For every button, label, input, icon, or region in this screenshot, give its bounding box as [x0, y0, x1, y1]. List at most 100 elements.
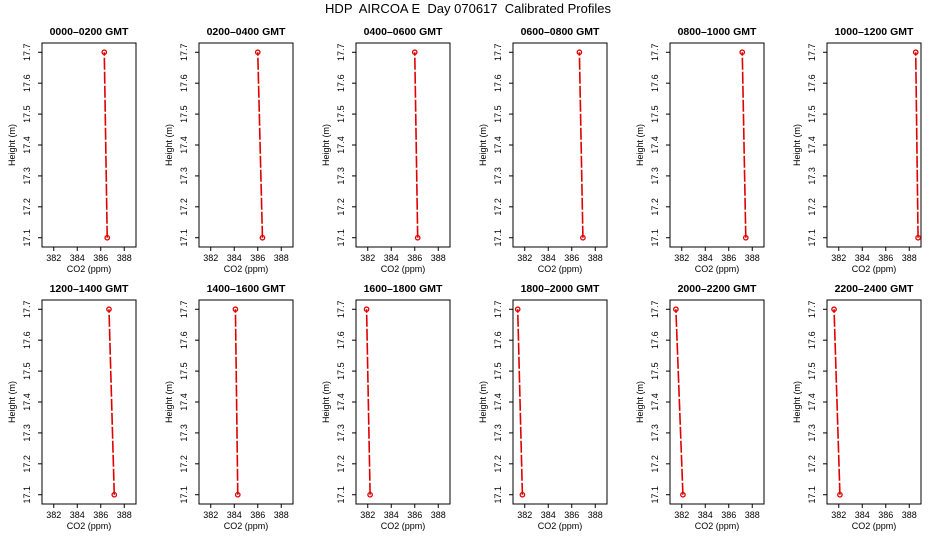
panel-title: 1200–1400 GMT	[50, 283, 129, 295]
profile-point	[367, 491, 373, 498]
y-axis-label: Height (m)	[164, 381, 174, 423]
profile-point	[514, 306, 521, 313]
y-tick-label: 17.4	[336, 393, 346, 411]
x-tick-label: 386	[93, 510, 108, 520]
y-tick-label: 17.4	[807, 136, 817, 154]
profile-line	[578, 52, 584, 238]
x-tick-label: 382	[360, 510, 375, 520]
x-tick-label: 382	[517, 510, 532, 520]
x-tick-label: 388	[588, 510, 603, 520]
x-tick-label: 384	[384, 510, 399, 520]
y-tick-label: 17.2	[22, 455, 32, 473]
x-tick-label: 382	[831, 253, 846, 263]
plot-frame	[198, 299, 294, 505]
x-tick-label: 382	[203, 253, 218, 263]
panel-12: 2200–2400 GMT 382 384 386 388 17.1 17.2 17.3 17.…	[792, 283, 922, 531]
x-tick-label: 384	[855, 510, 870, 520]
x-tick-label: 388	[274, 253, 289, 263]
x-tick-label: 382	[46, 253, 61, 263]
profile-point	[739, 49, 746, 56]
x-tick-label: 384	[541, 510, 556, 520]
y-tick-label: 17.3	[807, 167, 817, 185]
plot-frame	[512, 42, 608, 248]
y-axis-label: Height (m)	[635, 381, 645, 423]
profile-point	[837, 491, 843, 498]
y-tick-label: 17.2	[493, 198, 503, 216]
x-axis-label: CO2 (ppm)	[695, 264, 740, 274]
panel-7: 1200–1400 GMT 382 384 386 388 17.1 17.2 17.3 17.…	[7, 283, 137, 531]
x-tick-label: 384	[70, 510, 85, 520]
x-tick-label: 386	[721, 253, 736, 263]
profile-point	[234, 491, 241, 498]
y-tick-label: 17.2	[650, 198, 660, 216]
x-tick-label: 384	[384, 253, 399, 263]
y-tick-label: 17.1	[336, 486, 346, 504]
y-tick-label: 17.5	[493, 105, 503, 123]
y-tick-label: 17.1	[336, 229, 346, 247]
x-tick-label: 386	[93, 253, 108, 263]
x-tick-label: 386	[721, 510, 736, 520]
y-tick-label: 17.4	[650, 393, 660, 411]
plot-frame	[669, 299, 765, 505]
y-tick-label: 17.3	[336, 167, 346, 185]
panel-title: 1000–1200 GMT	[835, 26, 914, 38]
y-tick-label: 17.2	[179, 198, 189, 216]
plot-frame	[826, 42, 922, 248]
panel-title: 0200–0400 GMT	[207, 26, 286, 38]
y-tick-label: 17.1	[493, 229, 503, 247]
y-tick-label: 17.4	[179, 136, 189, 154]
y-tick-label: 17.2	[807, 455, 817, 473]
y-tick-label: 17.3	[179, 424, 189, 442]
x-axis-label: CO2 (ppm)	[67, 264, 112, 274]
x-tick-label: 386	[878, 510, 893, 520]
y-tick-label: 17.1	[22, 486, 32, 504]
panel-1: 0000–0200 GMT 382 384 386 388 17.1 17.2 17.3 17.…	[7, 26, 137, 274]
x-tick-label: 386	[407, 510, 422, 520]
panel-10: 1800–2000 GMT 382 384 386 388 17.1 17.2 17.3 17.…	[478, 283, 608, 531]
panel-11: 2000–2200 GMT 382 384 386 388 17.1 17.2 17.3 17.…	[635, 283, 765, 531]
y-tick-label: 17.7	[650, 44, 660, 62]
x-tick-label: 382	[517, 253, 532, 263]
y-tick-label: 17.3	[179, 167, 189, 185]
y-tick-label: 17.3	[336, 424, 346, 442]
y-tick-label: 17.6	[22, 74, 32, 92]
y-tick-label: 17.1	[650, 229, 660, 247]
profile-line	[675, 309, 684, 495]
y-tick-label: 17.4	[493, 393, 503, 411]
panel-8: 1400–1600 GMT 382 384 386 388 17.1 17.2 17.3 17.…	[164, 283, 294, 531]
x-tick-label: 382	[360, 253, 375, 263]
x-tick-label: 384	[698, 253, 713, 263]
x-tick-label: 388	[745, 510, 760, 520]
y-tick-label: 17.6	[807, 331, 817, 349]
profile-point	[232, 306, 239, 313]
x-axis-label: CO2 (ppm)	[538, 521, 583, 531]
y-axis-label: Height (m)	[7, 381, 17, 423]
x-tick-label: 384	[70, 253, 85, 263]
y-tick-label: 17.3	[493, 424, 503, 442]
y-tick-label: 17.6	[22, 331, 32, 349]
x-tick-label: 388	[117, 510, 132, 520]
y-axis-label: Height (m)	[478, 381, 488, 423]
y-tick-label: 17.7	[336, 44, 346, 62]
x-tick-label: 386	[564, 253, 579, 263]
plot-frame	[355, 42, 451, 248]
panel-title: 2000–2200 GMT	[678, 283, 757, 295]
panel-title: 0400–0600 GMT	[364, 26, 443, 38]
y-tick-label: 17.6	[807, 74, 817, 92]
profile-line	[234, 309, 239, 495]
y-tick-label: 17.5	[650, 105, 660, 123]
profile-point	[101, 49, 108, 56]
y-tick-label: 17.1	[650, 486, 660, 504]
y-tick-label: 17.3	[22, 167, 32, 185]
profile-point	[111, 491, 118, 498]
y-tick-label: 17.2	[22, 198, 32, 216]
x-axis-label: CO2 (ppm)	[695, 521, 740, 531]
y-tick-label: 17.5	[22, 105, 32, 123]
x-tick-label: 386	[407, 253, 422, 263]
x-tick-label: 384	[855, 253, 870, 263]
profile-point	[519, 491, 526, 498]
profile-line	[741, 52, 747, 238]
plot-frame	[512, 299, 608, 505]
x-tick-label: 382	[674, 253, 689, 263]
